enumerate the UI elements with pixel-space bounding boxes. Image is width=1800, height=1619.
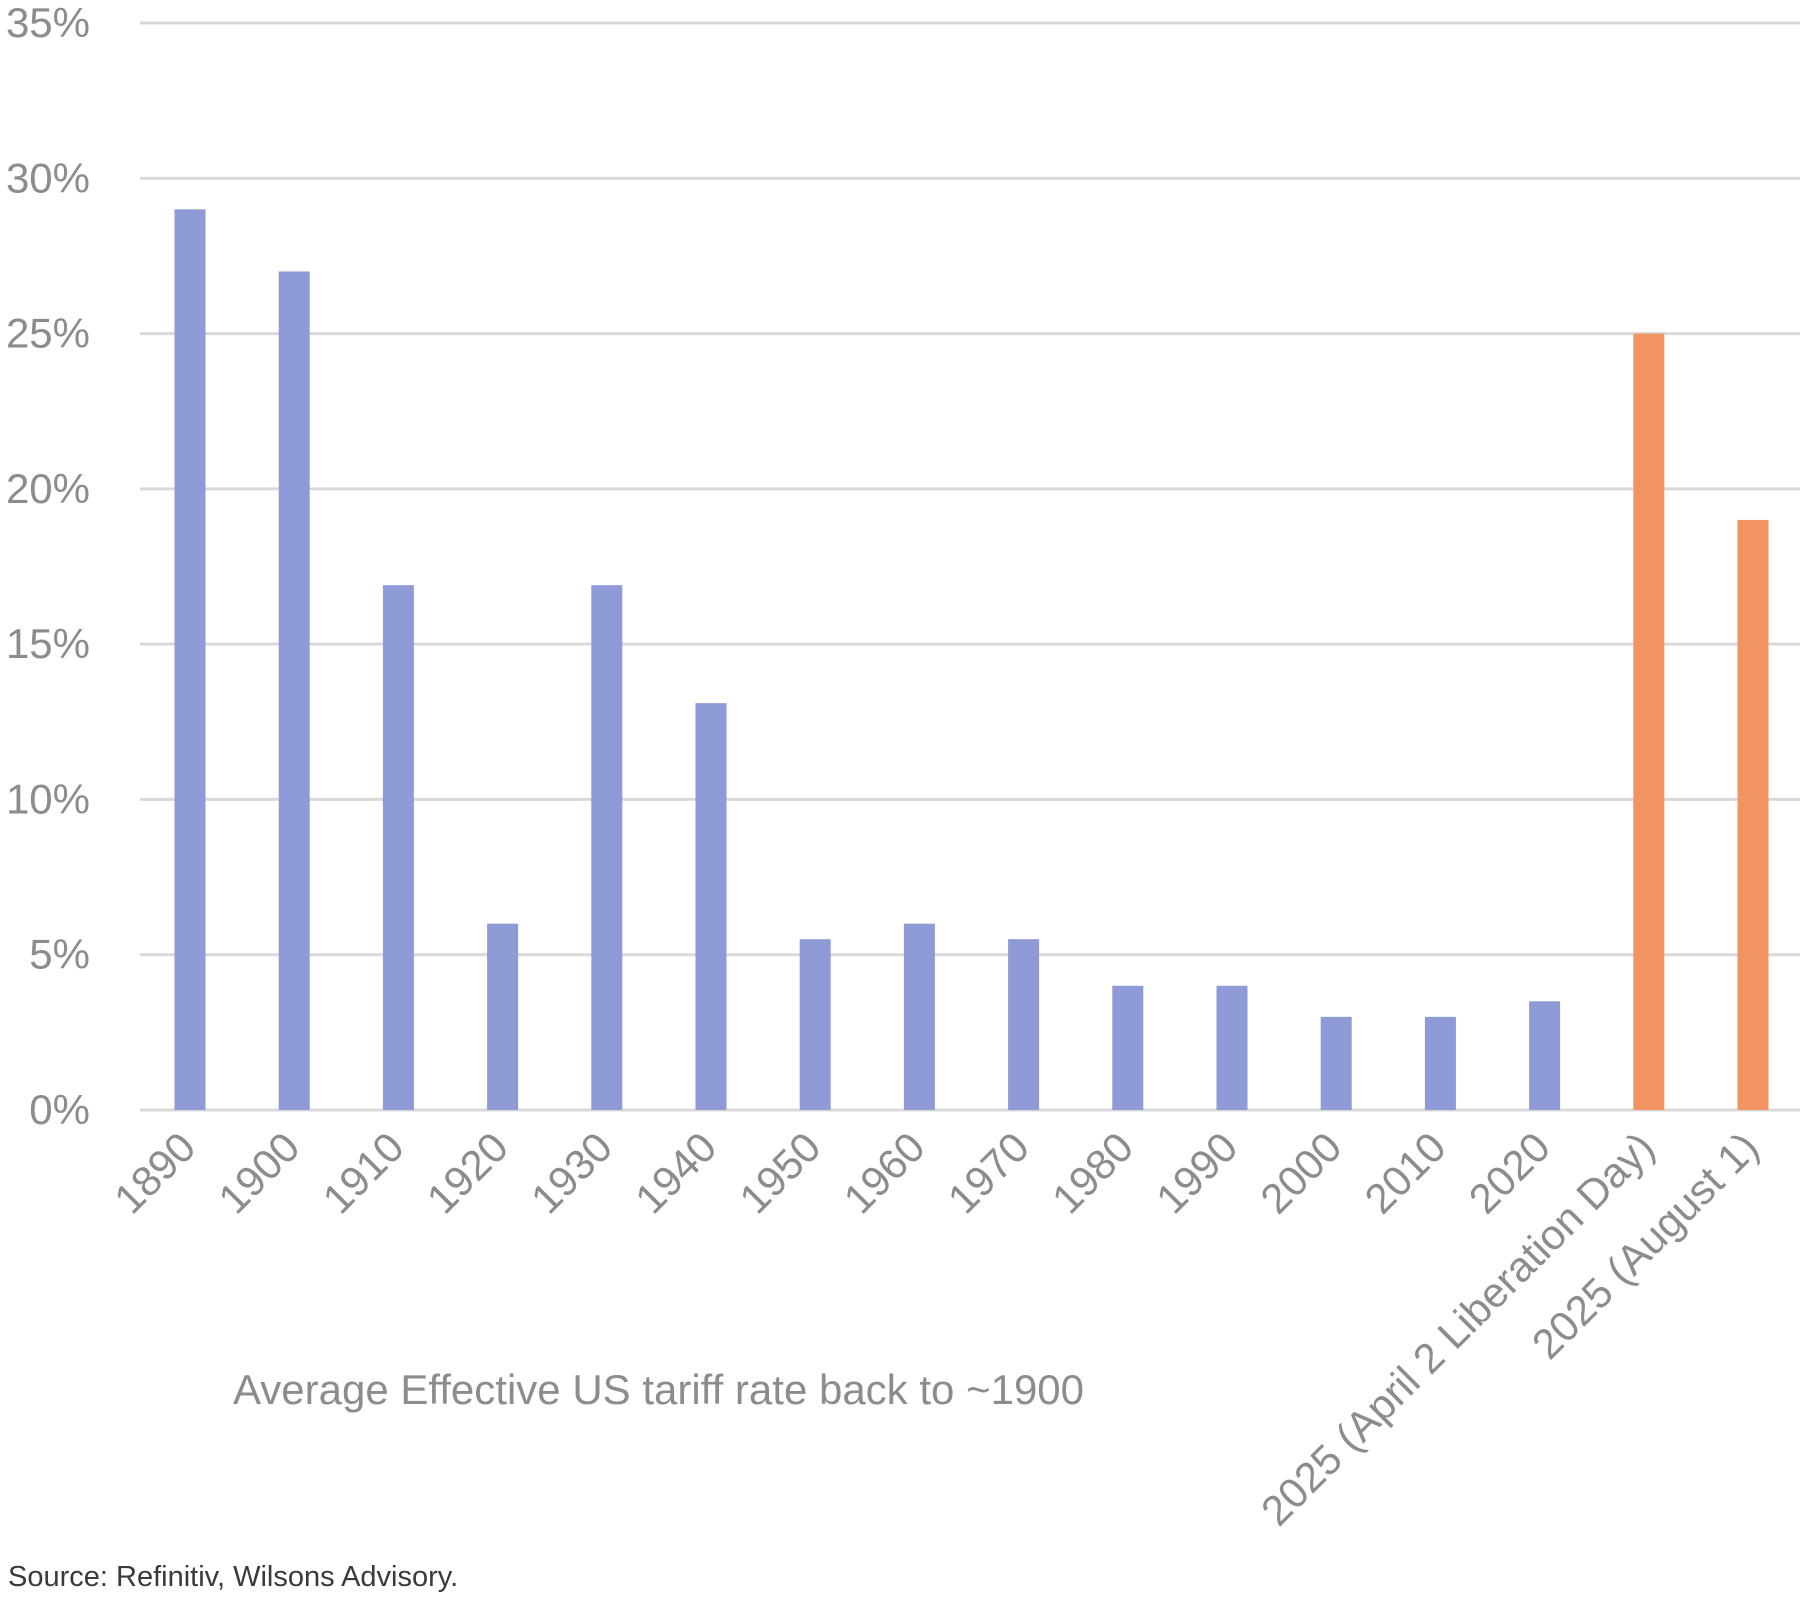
x-tick-label: 2020: [1460, 1123, 1559, 1222]
x-tick-label: 1900: [209, 1123, 308, 1222]
bar-2025-1: [1633, 333, 1665, 1111]
bar-1910: [382, 585, 414, 1110]
y-tick-label: 15%: [6, 620, 90, 667]
bar-1970: [1008, 939, 1040, 1110]
x-tick-label: 1970: [939, 1123, 1038, 1222]
x-tick-label: 1940: [626, 1123, 725, 1222]
x-tick-label: 1960: [834, 1123, 933, 1222]
x-axis-tick-labels: 1890 1900 1910 1920 1930 1940 1950 1960 1970 1980…: [105, 1123, 1767, 1534]
x-tick-label: 1930: [522, 1123, 621, 1222]
y-tick-label: 35%: [6, 0, 90, 46]
bar-1900: [278, 271, 310, 1110]
y-tick-label: 20%: [6, 465, 90, 512]
bars: [174, 209, 1769, 1111]
x-tick-label: 2000: [1251, 1123, 1350, 1222]
x-tick-label: 1920: [418, 1123, 517, 1222]
bar-2000: [1320, 1016, 1352, 1110]
y-tick-label: 25%: [6, 310, 90, 357]
x-tick-label: 1950: [730, 1123, 829, 1222]
source-note: Source: Refinitiv, Wilsons Advisory.: [8, 1561, 458, 1593]
x-tick-label: 1980: [1043, 1123, 1142, 1222]
bar-1920: [487, 923, 519, 1110]
gridlines: [140, 21, 1800, 1112]
bar-2025-2: [1737, 519, 1769, 1110]
x-tick-label: 1990: [1147, 1123, 1246, 1222]
bar-1930: [591, 585, 623, 1110]
y-tick-label: 5%: [29, 931, 90, 978]
bar-2010: [1424, 1016, 1456, 1110]
y-tick-label: 0%: [29, 1086, 90, 1133]
y-tick-label: 30%: [6, 154, 90, 201]
chart-title: Average Effective US tariff rate back to…: [233, 1366, 1084, 1413]
bar-1980: [1112, 985, 1144, 1110]
x-tick-label: 2010: [1355, 1123, 1454, 1222]
y-tick-label: 10%: [6, 775, 90, 822]
bar-1890: [174, 209, 206, 1111]
x-tick-label: 1890: [105, 1123, 204, 1222]
bar-1940: [695, 703, 727, 1110]
bar-1950: [799, 939, 831, 1110]
y-axis-tick-labels: 0% 5% 10% 15% 20% 25% 30% 35%: [6, 0, 90, 1133]
x-tick-label: 1910: [313, 1123, 412, 1222]
bar-1990: [1216, 985, 1248, 1110]
bar-1960: [903, 923, 935, 1110]
bar-2020: [1529, 1001, 1561, 1110]
